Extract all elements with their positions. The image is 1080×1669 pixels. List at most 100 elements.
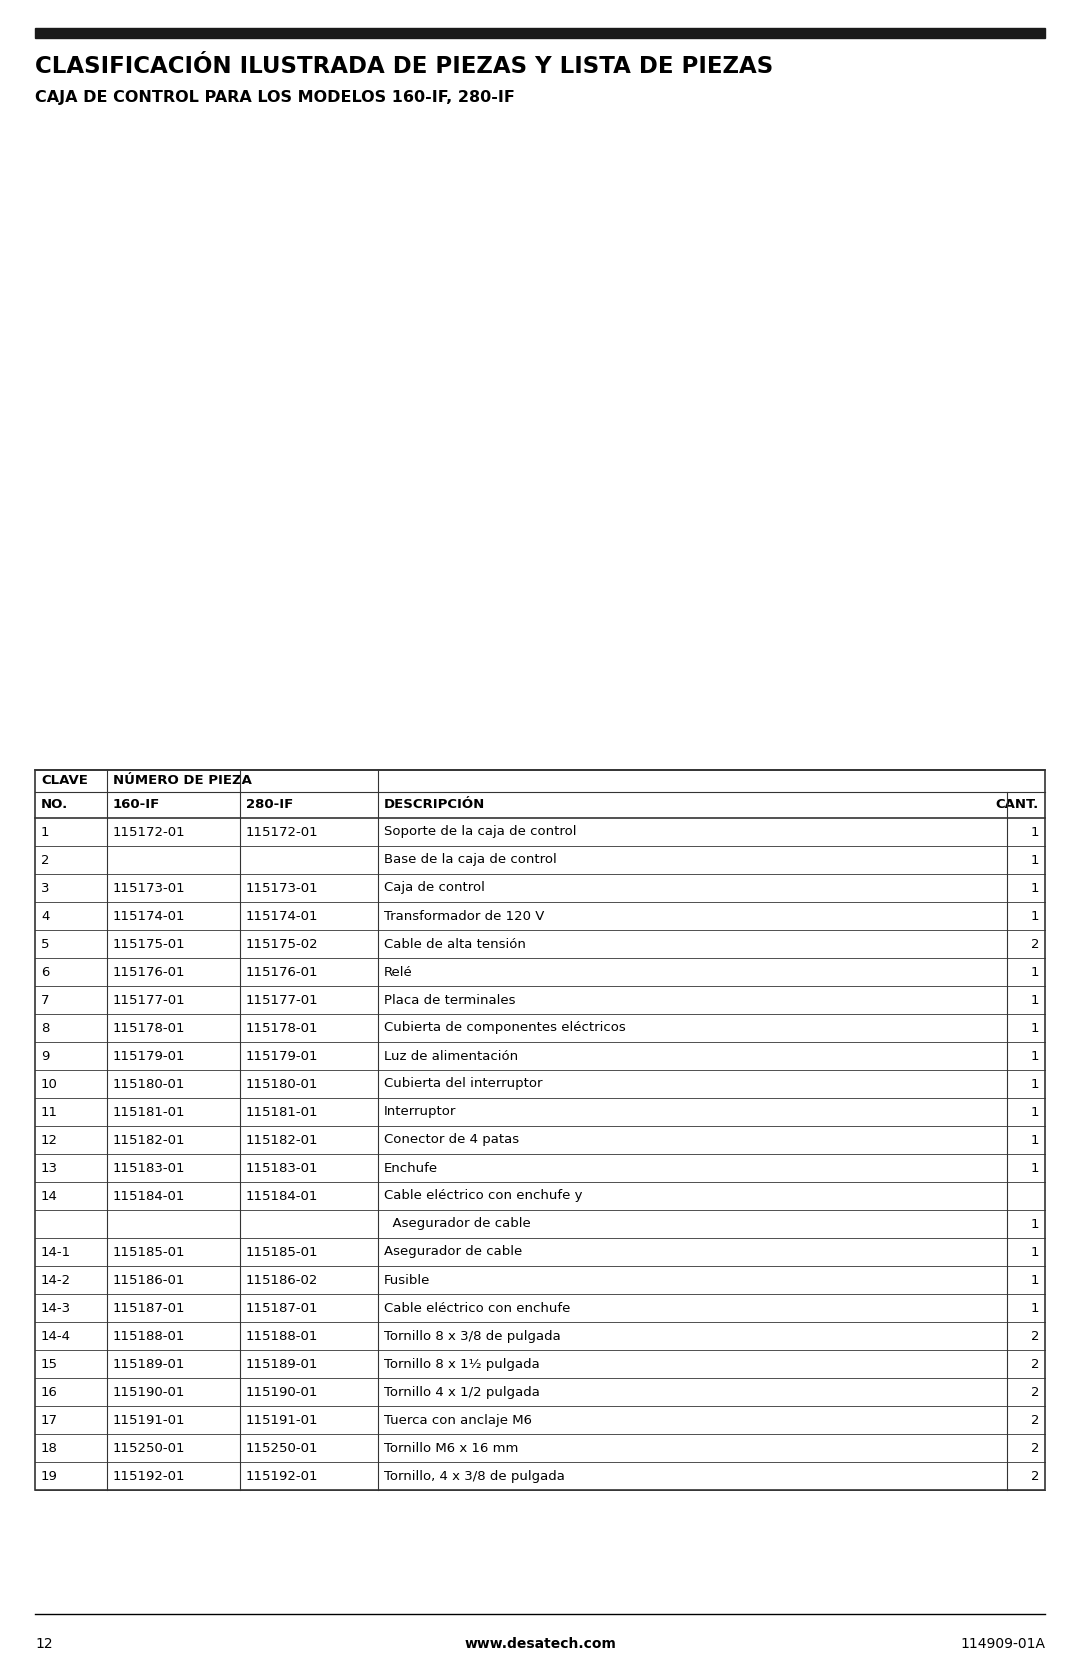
Text: 12: 12	[35, 1637, 53, 1651]
Text: 2: 2	[1030, 1385, 1039, 1399]
Text: 115179-01: 115179-01	[113, 1050, 186, 1063]
Text: 1: 1	[1030, 1078, 1039, 1090]
Text: Cable eléctrico con enchufe: Cable eléctrico con enchufe	[384, 1302, 570, 1315]
Text: 115176-01: 115176-01	[246, 965, 319, 978]
Bar	[35, 28, 1045, 38]
Text: 4: 4	[41, 910, 50, 923]
Text: 115173-01: 115173-01	[113, 881, 186, 895]
Text: 115180-01: 115180-01	[113, 1078, 186, 1090]
Text: Caja de control: Caja de control	[384, 881, 485, 895]
Text: 1: 1	[1030, 1105, 1039, 1118]
Text: CLASIFICACIÓN ILUSTRADA DE PIEZAS Y LISTA DE PIEZAS: CLASIFICACIÓN ILUSTRADA DE PIEZAS Y LIST…	[35, 55, 773, 78]
Text: 14-3: 14-3	[41, 1302, 71, 1315]
Text: Tornillo 8 x 3/8 de pulgada: Tornillo 8 x 3/8 de pulgada	[384, 1330, 561, 1342]
Text: 5: 5	[41, 938, 50, 951]
Text: 115179-01: 115179-01	[246, 1050, 319, 1063]
Text: 1: 1	[1030, 965, 1039, 978]
Text: 1: 1	[1030, 853, 1039, 866]
Text: DESCRIPCIÓN: DESCRIPCIÓN	[384, 798, 485, 811]
Text: NO.: NO.	[41, 798, 68, 811]
Text: 1: 1	[1030, 993, 1039, 1006]
Text: Cable eléctrico con enchufe y: Cable eléctrico con enchufe y	[384, 1190, 582, 1202]
Text: Conector de 4 patas: Conector de 4 patas	[384, 1133, 519, 1147]
Text: Soporte de la caja de control: Soporte de la caja de control	[384, 826, 577, 838]
Text: 1: 1	[1030, 1217, 1039, 1230]
Text: CLAVE: CLAVE	[41, 774, 87, 788]
Text: Cable de alta tensión: Cable de alta tensión	[384, 938, 526, 951]
Text: Luz de alimentación: Luz de alimentación	[384, 1050, 518, 1063]
Text: 8: 8	[41, 1021, 50, 1035]
Text: 115184-01: 115184-01	[113, 1190, 186, 1202]
Text: 11: 11	[41, 1105, 58, 1118]
Text: Tornillo 8 x 1½ pulgada: Tornillo 8 x 1½ pulgada	[384, 1357, 540, 1370]
Text: 115172-01: 115172-01	[113, 826, 186, 838]
Text: 19: 19	[41, 1469, 58, 1482]
Text: 12: 12	[41, 1133, 58, 1147]
Text: Cubierta del interruptor: Cubierta del interruptor	[384, 1078, 542, 1090]
Text: 1: 1	[1030, 1050, 1039, 1063]
Text: 1: 1	[1030, 826, 1039, 838]
Text: 115190-01: 115190-01	[246, 1385, 319, 1399]
Text: 115186-02: 115186-02	[246, 1273, 319, 1287]
Text: 9: 9	[41, 1050, 50, 1063]
Text: 2: 2	[1030, 1414, 1039, 1427]
Text: 2: 2	[1030, 1357, 1039, 1370]
Text: Asegurador de cable: Asegurador de cable	[384, 1217, 530, 1230]
Text: 1: 1	[1030, 1021, 1039, 1035]
Text: Fusible: Fusible	[384, 1273, 430, 1287]
Text: 115191-01: 115191-01	[246, 1414, 319, 1427]
Text: 115174-01: 115174-01	[246, 910, 319, 923]
Text: 115186-01: 115186-01	[113, 1273, 186, 1287]
Text: 115187-01: 115187-01	[246, 1302, 319, 1315]
Text: 160-IF: 160-IF	[113, 798, 160, 811]
Text: NÚMERO DE PIEZA: NÚMERO DE PIEZA	[113, 774, 252, 788]
Text: 115189-01: 115189-01	[246, 1357, 319, 1370]
Text: 14-2: 14-2	[41, 1273, 71, 1287]
Text: 3: 3	[41, 881, 50, 895]
Text: Placa de terminales: Placa de terminales	[384, 993, 515, 1006]
Text: Tornillo M6 x 16 mm: Tornillo M6 x 16 mm	[384, 1442, 518, 1454]
Text: 115192-01: 115192-01	[113, 1469, 186, 1482]
Text: Tornillo, 4 x 3/8 de pulgada: Tornillo, 4 x 3/8 de pulgada	[384, 1469, 565, 1482]
Text: CAJA DE CONTROL PARA LOS MODELOS 160-IF, 280-IF: CAJA DE CONTROL PARA LOS MODELOS 160-IF,…	[35, 90, 515, 105]
Text: Enchufe: Enchufe	[384, 1162, 438, 1175]
Text: 2: 2	[1030, 938, 1039, 951]
Text: 14-1: 14-1	[41, 1245, 71, 1258]
Text: 16: 16	[41, 1385, 58, 1399]
Text: www.desatech.com: www.desatech.com	[464, 1637, 616, 1651]
Text: 17: 17	[41, 1414, 58, 1427]
Text: 2: 2	[1030, 1442, 1039, 1454]
Text: Tornillo 4 x 1/2 pulgada: Tornillo 4 x 1/2 pulgada	[384, 1385, 540, 1399]
Text: 115182-01: 115182-01	[113, 1133, 186, 1147]
Text: 115187-01: 115187-01	[113, 1302, 186, 1315]
Text: Base de la caja de control: Base de la caja de control	[384, 853, 557, 866]
Text: Cubierta de componentes eléctricos: Cubierta de componentes eléctricos	[384, 1021, 625, 1035]
Text: 115181-01: 115181-01	[246, 1105, 319, 1118]
Text: 13: 13	[41, 1162, 58, 1175]
Text: 115250-01: 115250-01	[113, 1442, 186, 1454]
Text: 115176-01: 115176-01	[113, 965, 186, 978]
Text: 115184-01: 115184-01	[246, 1190, 319, 1202]
Text: 1: 1	[1030, 881, 1039, 895]
Text: 115188-01: 115188-01	[246, 1330, 319, 1342]
Text: 1: 1	[1030, 1245, 1039, 1258]
Text: 115192-01: 115192-01	[246, 1469, 319, 1482]
Text: 7: 7	[41, 993, 50, 1006]
Text: 115182-01: 115182-01	[246, 1133, 319, 1147]
Text: Transformador de 120 V: Transformador de 120 V	[384, 910, 544, 923]
Text: 115174-01: 115174-01	[113, 910, 186, 923]
Text: 115177-01: 115177-01	[113, 993, 186, 1006]
Text: 115173-01: 115173-01	[246, 881, 319, 895]
Text: 10: 10	[41, 1078, 58, 1090]
Text: 14-4: 14-4	[41, 1330, 71, 1342]
Text: 115180-01: 115180-01	[246, 1078, 319, 1090]
Text: 14: 14	[41, 1190, 58, 1202]
Text: 115185-01: 115185-01	[113, 1245, 186, 1258]
Text: 115183-01: 115183-01	[113, 1162, 186, 1175]
Text: 115185-01: 115185-01	[246, 1245, 319, 1258]
Text: 2: 2	[1030, 1330, 1039, 1342]
Text: 115172-01: 115172-01	[246, 826, 319, 838]
Text: 1: 1	[1030, 1302, 1039, 1315]
Text: Interruptor: Interruptor	[384, 1105, 457, 1118]
Text: 1: 1	[1030, 1162, 1039, 1175]
